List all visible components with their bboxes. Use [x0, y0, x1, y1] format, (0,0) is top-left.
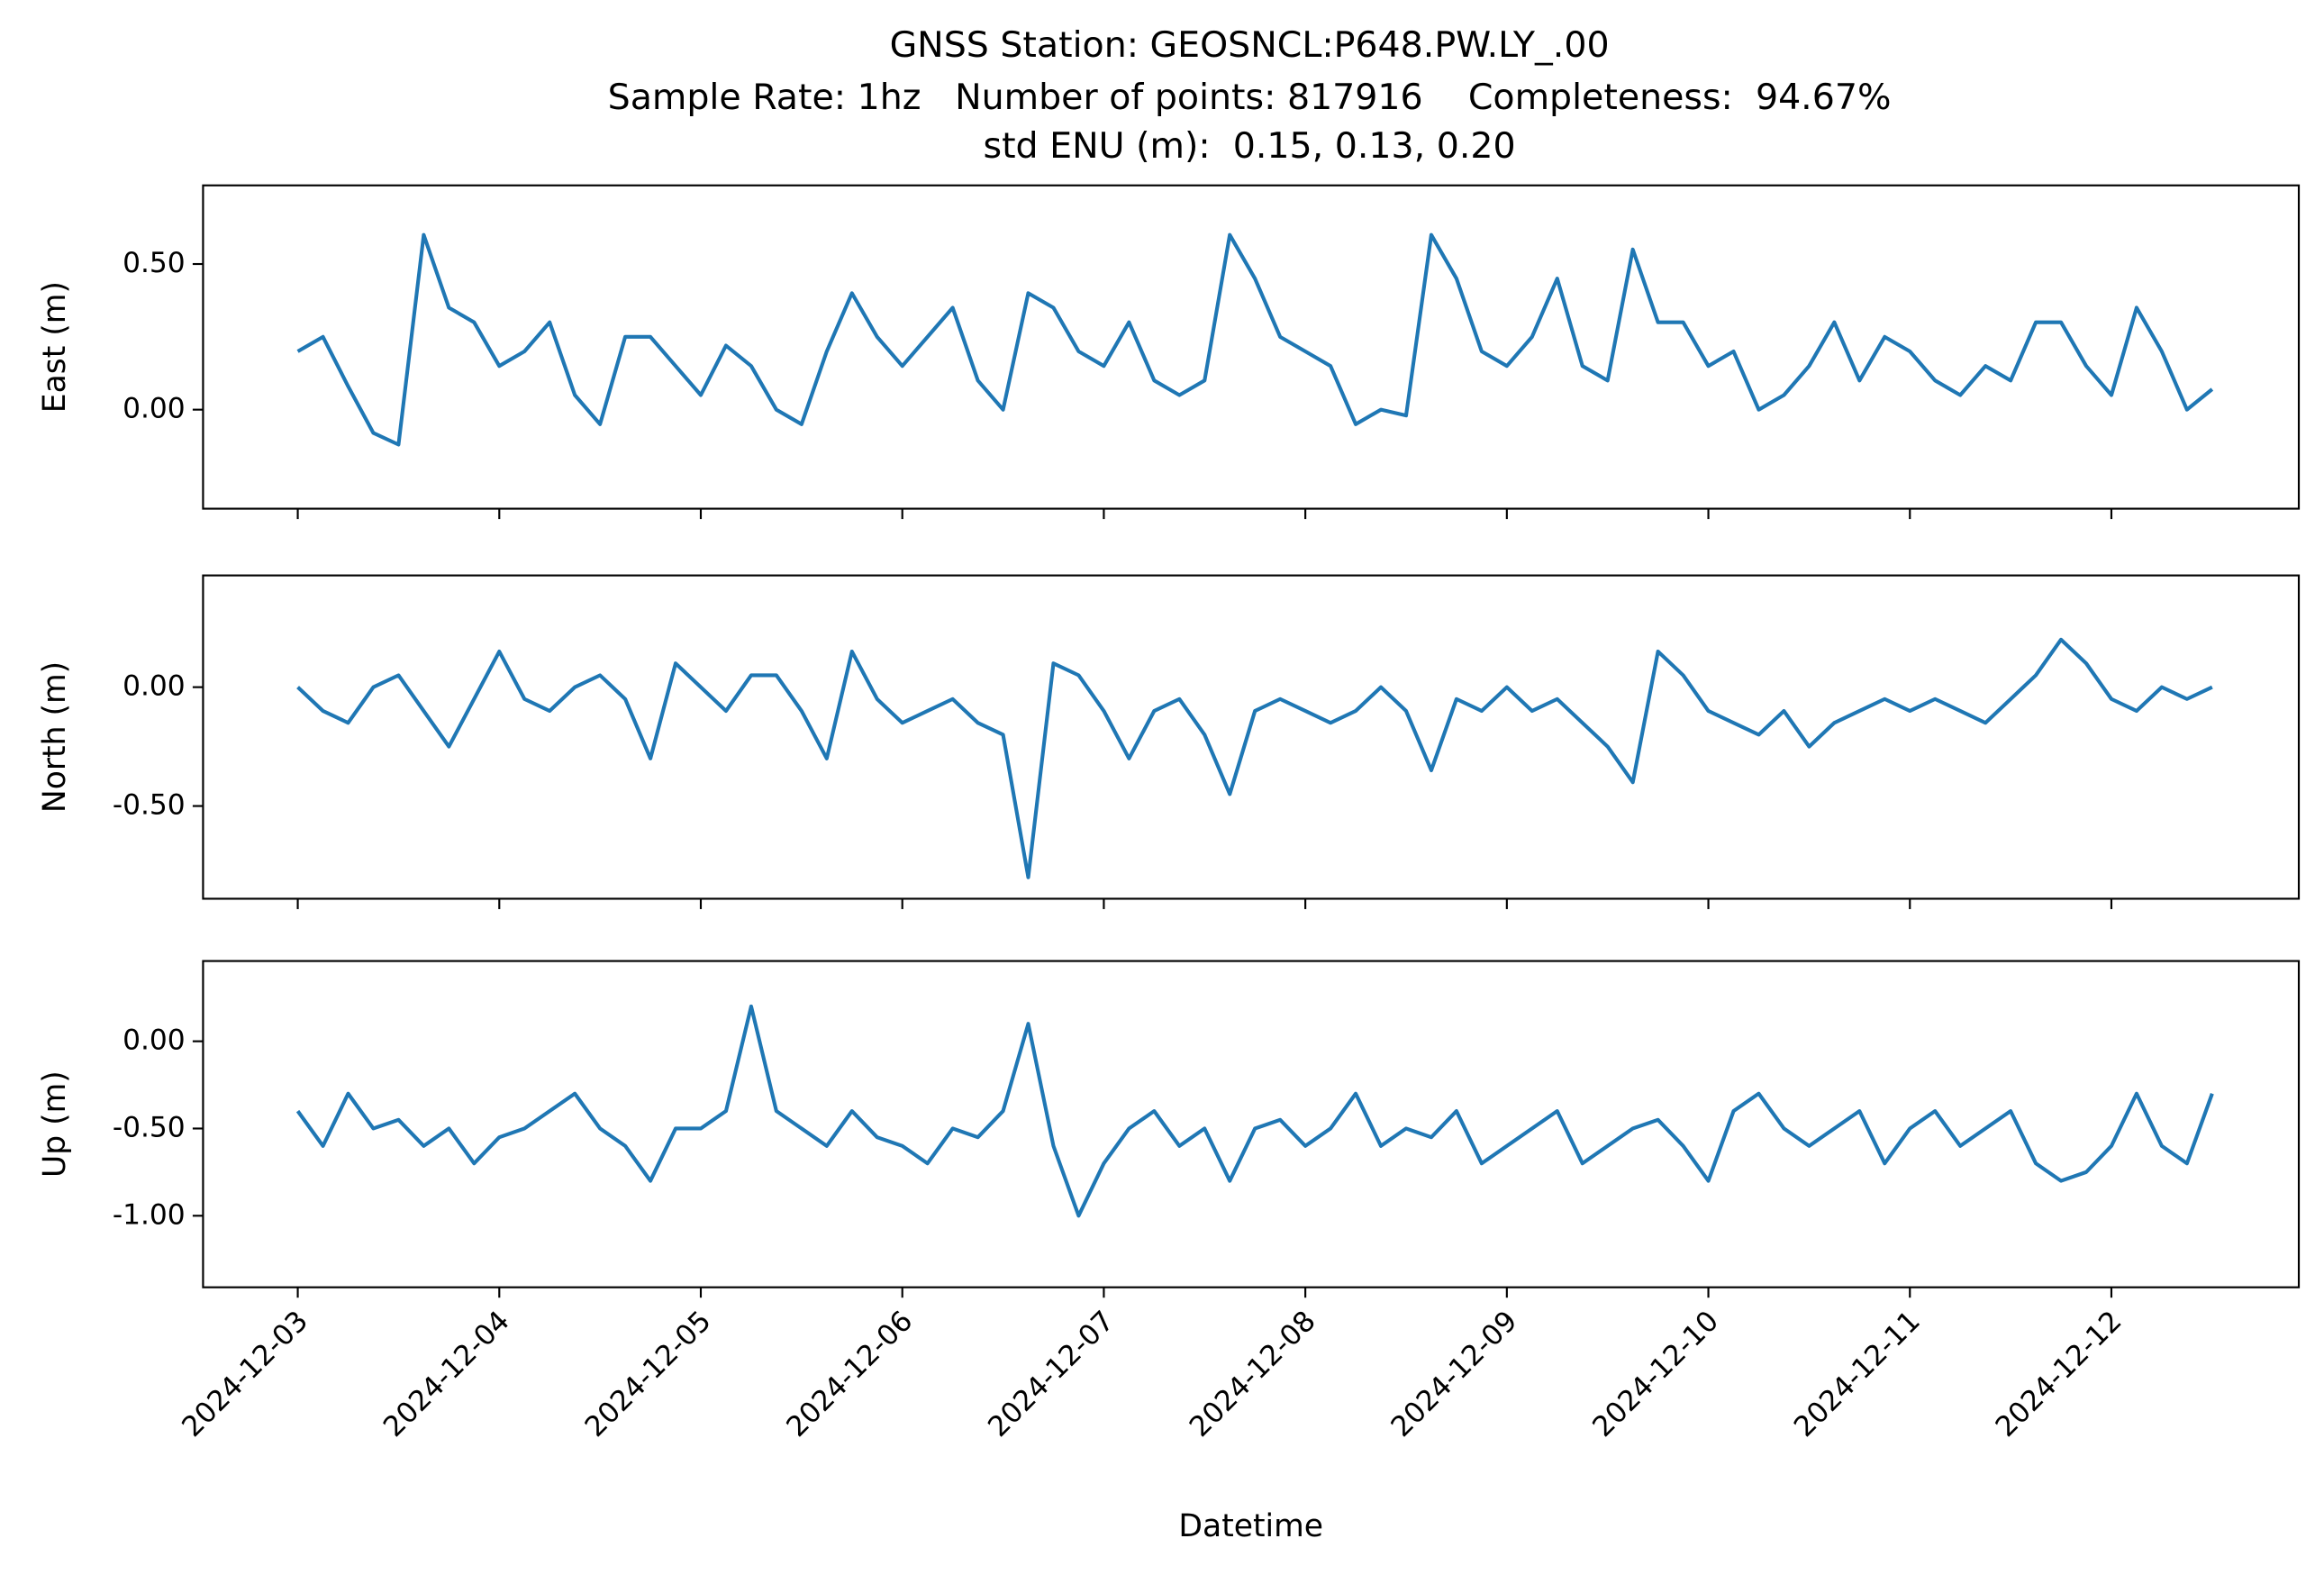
- chart-title: GNSS Station: GEOSNCL:P648.PW.LY_.00: [890, 24, 1610, 66]
- y-axis-label: North (m): [37, 661, 73, 813]
- y-axis-label: Up (m): [37, 1070, 73, 1178]
- data-line: [296, 637, 2213, 879]
- axes-frame: [202, 184, 2301, 510]
- y-tick-label: -0.50: [113, 789, 186, 822]
- x-tick-label: 2024-12-08: [1184, 1305, 1322, 1443]
- chart-subtitle: std ENU (m): 0.15, 0.13, 0.20: [984, 125, 1516, 167]
- x-tick-label: 2024-12-06: [780, 1305, 919, 1443]
- x-tick-label: 2024-12-07: [982, 1305, 1121, 1443]
- axes-frame: [202, 960, 2301, 1288]
- x-tick-label: 2024-12-11: [1788, 1305, 1927, 1443]
- data-line: [296, 232, 2214, 447]
- x-axis-label: Datetime: [1178, 1508, 1323, 1544]
- x-tick-label: 2024-12-04: [377, 1305, 516, 1443]
- data-line: [295, 1004, 2214, 1218]
- y-tick-label: 0.00: [123, 670, 186, 703]
- y-axis-label: East (m): [37, 281, 73, 413]
- x-tick-label: 2024-12-03: [176, 1305, 314, 1443]
- x-tick-label: 2024-12-10: [1586, 1305, 1725, 1443]
- y-tick-label: -0.50: [113, 1111, 186, 1143]
- x-tick-label: 2024-12-12: [1990, 1305, 2129, 1443]
- axes-frame: [202, 574, 2301, 900]
- x-tick-label: 2024-12-09: [1385, 1305, 1524, 1443]
- y-tick-label: 0.00: [123, 393, 186, 425]
- y-tick-label: -1.00: [113, 1198, 186, 1231]
- x-tick-label: 2024-12-05: [579, 1305, 718, 1443]
- chart-subtitle: Sample Rate: 1hz Number of points: 81791…: [608, 77, 1892, 118]
- y-tick-label: 0.50: [123, 247, 186, 279]
- y-tick-label: 0.00: [123, 1024, 186, 1057]
